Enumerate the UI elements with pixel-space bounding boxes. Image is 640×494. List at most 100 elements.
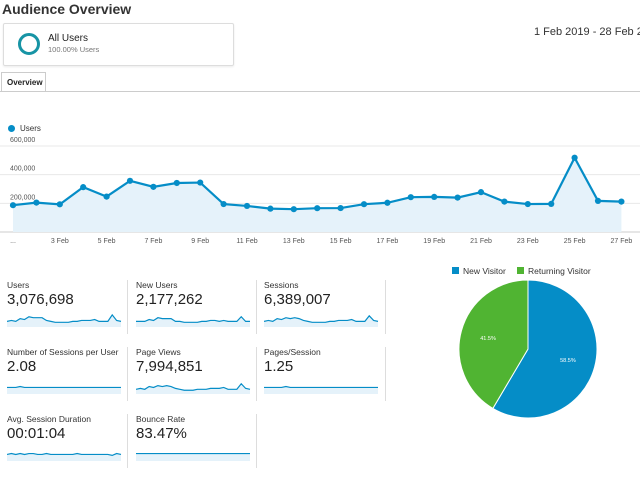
- sparkline-area: [136, 453, 250, 461]
- data-point[interactable]: [173, 179, 180, 187]
- data-point[interactable]: [431, 193, 438, 200]
- sparkline-area: [7, 386, 121, 394]
- legend-swatch: [517, 267, 524, 274]
- divider: [127, 347, 128, 401]
- data-point[interactable]: [477, 189, 485, 196]
- metric-sparkline: [7, 385, 121, 394]
- data-point[interactable]: [56, 201, 63, 208]
- metric-sparkline: [136, 382, 251, 394]
- metric-avg-session-duration[interactable]: Avg. Session Duration 00:01:04: [7, 414, 122, 471]
- metric-value: 00:01:04: [7, 425, 66, 442]
- y-tick-label: 400,000: [10, 166, 35, 173]
- pie-slice-label: 58.5%: [560, 358, 576, 364]
- segment-ring-icon: [18, 33, 40, 55]
- data-point[interactable]: [501, 198, 508, 205]
- metric-pages-per-session[interactable]: Pages/Session 1.25: [264, 347, 379, 404]
- x-tick-label: 3 Feb: [51, 238, 69, 245]
- metric-users[interactable]: Users 3,076,698: [7, 280, 122, 337]
- data-point[interactable]: [80, 184, 87, 191]
- visitor-pie-chart: 58.5% 41.5%: [458, 279, 598, 419]
- data-point[interactable]: [407, 194, 414, 201]
- segment-card[interactable]: All Users 100.00% Users: [3, 23, 234, 66]
- page-title: Audience Overview: [2, 1, 132, 17]
- data-point[interactable]: [454, 194, 461, 201]
- data-point[interactable]: [267, 205, 274, 212]
- divider: [385, 347, 386, 401]
- sparkline-area: [264, 386, 378, 394]
- pie-legend-label: Returning Visitor: [528, 266, 591, 276]
- sparkline-line: [7, 313, 122, 323]
- metric-label: Number of Sessions per User: [7, 347, 119, 357]
- metric-value: 1.25: [264, 358, 294, 375]
- data-point[interactable]: [337, 204, 344, 212]
- data-point[interactable]: [150, 183, 157, 190]
- users-line-chart: 200,000 400,000 600,000... 3 Feb 5 Feb 7 Feb 9…: [0, 137, 640, 245]
- x-tick-label: 9 Feb: [191, 238, 209, 245]
- pie-slice[interactable]: [492, 279, 598, 419]
- x-tick-label: 5 Feb: [98, 238, 116, 245]
- data-point[interactable]: [548, 200, 555, 208]
- pie-slice-label: 41.5%: [480, 336, 496, 342]
- x-tick-label: 13 Feb: [283, 238, 305, 245]
- metric-label: New Users: [136, 280, 178, 290]
- x-tick-label: 23 Feb: [517, 238, 539, 245]
- data-point[interactable]: [524, 200, 531, 208]
- metric-bounce-rate[interactable]: Bounce Rate 83.47%: [136, 414, 251, 471]
- metric-label: Page Views: [136, 347, 181, 357]
- divider: [127, 280, 128, 334]
- sparkline-line: [136, 382, 251, 391]
- metric-label: Sessions: [264, 280, 299, 290]
- metric-label: Pages/Session: [264, 347, 321, 357]
- metric-value: 2.08: [7, 358, 37, 375]
- metric-value: 6,389,007: [264, 291, 331, 308]
- sparkline-line: [7, 385, 121, 389]
- data-point[interactable]: [103, 193, 110, 200]
- x-tick-label: 11 Feb: [236, 238, 257, 245]
- metric-page-views[interactable]: Page Views 7,994,851: [136, 347, 251, 404]
- pie-legend-returning-visitor[interactable]: Returning Visitor: [517, 266, 591, 276]
- legend-swatch: [452, 267, 459, 274]
- metric-new-users[interactable]: New Users 2,177,262: [136, 280, 251, 337]
- data-point[interactable]: [594, 197, 602, 204]
- segment-percent: 100.00% Users: [48, 45, 100, 54]
- sparkline-line: [264, 314, 379, 323]
- metric-value: 2,177,262: [136, 291, 203, 308]
- pie-slice[interactable]: [458, 279, 529, 410]
- x-tick-label: 25 Feb: [564, 238, 586, 245]
- metric-label: Bounce Rate: [136, 414, 186, 424]
- data-point[interactable]: [360, 201, 368, 208]
- data-point[interactable]: [197, 179, 204, 186]
- metric-label: Users: [7, 280, 30, 290]
- divider: [127, 414, 128, 468]
- metric-value: 7,994,851: [136, 358, 203, 375]
- sparkline-line: [264, 385, 378, 389]
- metric-sessions-per-user[interactable]: Number of Sessions per User 2.08: [7, 347, 122, 404]
- metric-sparkline: [7, 313, 122, 327]
- data-point[interactable]: [220, 200, 227, 208]
- pie-legend-new-visitor[interactable]: New Visitor: [452, 266, 506, 276]
- x-tick-label: 19 Feb: [423, 238, 445, 245]
- metric-label: Avg. Session Duration: [7, 414, 91, 424]
- sparkline-line: [136, 315, 250, 323]
- metric-sessions[interactable]: Sessions 6,389,007: [264, 280, 379, 337]
- date-range-picker[interactable]: 1 Feb 2019 - 28 Feb 2019: [534, 26, 640, 38]
- metric-value: 83.47%: [136, 425, 187, 442]
- data-point[interactable]: [243, 202, 251, 210]
- data-point[interactable]: [126, 177, 134, 184]
- metric-value: 3,076,698: [7, 291, 74, 308]
- data-point[interactable]: [618, 198, 625, 205]
- x-tick-label: 15 Feb: [330, 238, 352, 245]
- data-point[interactable]: [571, 154, 578, 161]
- metric-sparkline: [7, 452, 122, 461]
- sparkline-area: [7, 453, 121, 461]
- sparkline-area: [136, 316, 250, 327]
- metric-sparkline: [136, 452, 250, 461]
- data-point[interactable]: [384, 199, 391, 206]
- data-point[interactable]: [33, 199, 40, 206]
- divider: [385, 280, 386, 334]
- data-point[interactable]: [314, 205, 321, 212]
- x-tick-label: 27 Feb: [611, 238, 633, 245]
- data-point[interactable]: [9, 202, 17, 209]
- data-point[interactable]: [290, 206, 297, 213]
- y-tick-label: 600,000: [10, 137, 35, 144]
